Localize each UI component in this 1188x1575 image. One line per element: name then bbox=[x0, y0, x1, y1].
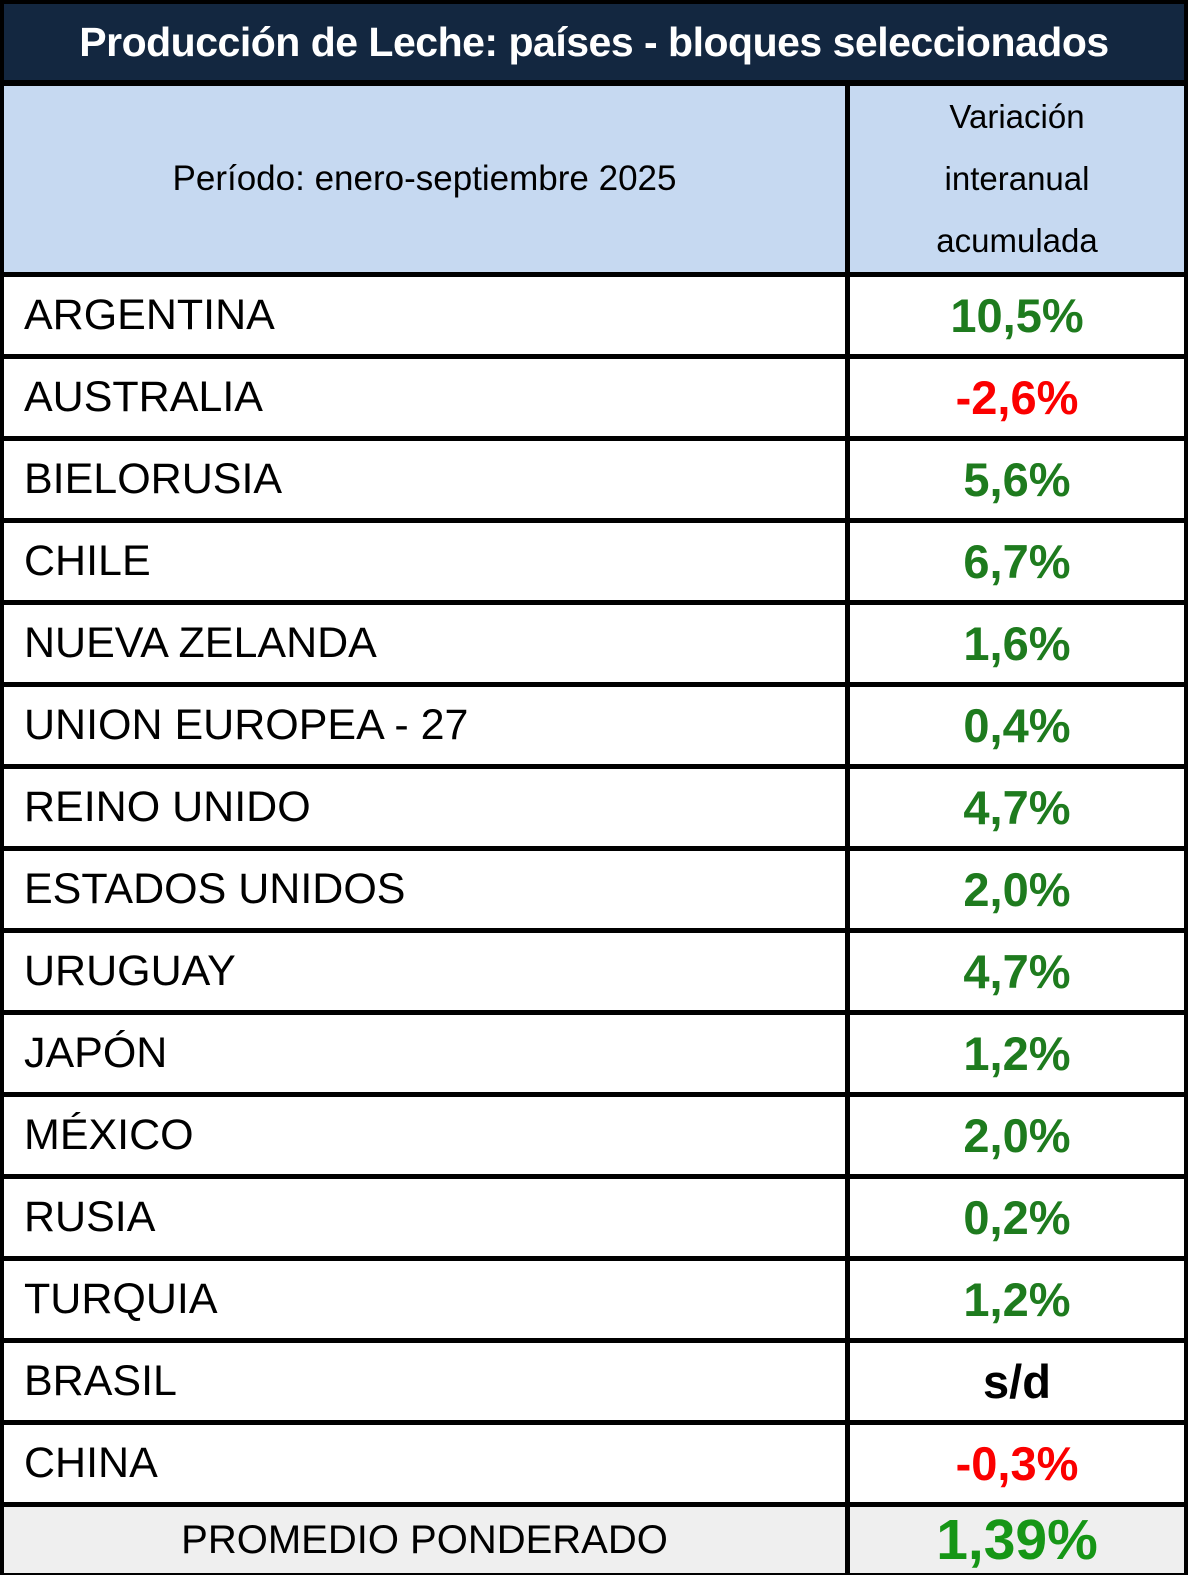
country-name: AUSTRALIA bbox=[4, 359, 850, 436]
variation-value: 2,0% bbox=[963, 1109, 1071, 1162]
variation-value: 4,7% bbox=[963, 945, 1071, 998]
country-name: JAPÓN bbox=[4, 1015, 850, 1092]
table-row-australia: AUSTRALIA -2,6% bbox=[4, 354, 1184, 436]
variation-value: 1,2% bbox=[963, 1273, 1071, 1326]
table-row-brasil: BRASIL s/d bbox=[4, 1338, 1184, 1420]
variation-value: 1,6% bbox=[963, 617, 1071, 670]
variation-header-line: Variación bbox=[949, 98, 1085, 135]
variation-value: 1,2% bbox=[963, 1027, 1071, 1080]
table-row-mexico: MÉXICO 2,0% bbox=[4, 1092, 1184, 1174]
country-name: ARGENTINA bbox=[4, 277, 850, 354]
country-name: URUGUAY bbox=[4, 933, 850, 1010]
country-name: BRASIL bbox=[4, 1343, 850, 1420]
variation-value: -0,3% bbox=[955, 1437, 1079, 1490]
variation-header-line: acumulada bbox=[936, 222, 1098, 259]
table-row-chile: CHILE 6,7% bbox=[4, 518, 1184, 600]
country-name: ESTADOS UNIDOS bbox=[4, 851, 850, 928]
country-name: NUEVA ZELANDA bbox=[4, 605, 850, 682]
variation-value: 5,6% bbox=[963, 453, 1071, 506]
table-title: Producción de Leche: países - bloques se… bbox=[4, 4, 1184, 86]
table-row-union-europea: UNION EUROPEA - 27 0,4% bbox=[4, 682, 1184, 764]
weighted-average-row: PROMEDIO PONDERADO 1,39% bbox=[4, 1502, 1184, 1573]
table-row-rusia: RUSIA 0,2% bbox=[4, 1174, 1184, 1256]
table-row-estados-unidos: ESTADOS UNIDOS 2,0% bbox=[4, 846, 1184, 928]
country-name: UNION EUROPEA - 27 bbox=[4, 687, 850, 764]
country-name: REINO UNIDO bbox=[4, 769, 850, 846]
table-row-japon: JAPÓN 1,2% bbox=[4, 1010, 1184, 1092]
variation-header: Variación interanual acumulada bbox=[850, 86, 1184, 272]
variation-value: -2,6% bbox=[955, 371, 1079, 424]
country-name: BIELORUSIA bbox=[4, 441, 850, 518]
table-row-uruguay: URUGUAY 4,7% bbox=[4, 928, 1184, 1010]
variation-value: 4,7% bbox=[963, 781, 1071, 834]
weighted-average-label: PROMEDIO PONDERADO bbox=[4, 1507, 850, 1573]
header-row: Período: enero-septiembre 2025 Variación… bbox=[4, 86, 1184, 272]
variation-header-line: interanual bbox=[944, 160, 1090, 197]
period-header: Período: enero-septiembre 2025 bbox=[4, 86, 850, 272]
variation-value: s/d bbox=[983, 1355, 1051, 1408]
country-name: CHILE bbox=[4, 523, 850, 600]
variation-value: 2,0% bbox=[963, 863, 1071, 916]
table-row-argentina: ARGENTINA 10,5% bbox=[4, 272, 1184, 354]
country-name: TURQUIA bbox=[4, 1261, 850, 1338]
table-row-china: CHINA -0,3% bbox=[4, 1420, 1184, 1502]
country-name: MÉXICO bbox=[4, 1097, 850, 1174]
table-row-nueva-zelanda: NUEVA ZELANDA 1,6% bbox=[4, 600, 1184, 682]
table-row-turquia: TURQUIA 1,2% bbox=[4, 1256, 1184, 1338]
variation-value: 10,5% bbox=[950, 289, 1084, 342]
country-name: CHINA bbox=[4, 1425, 850, 1502]
country-name: RUSIA bbox=[4, 1179, 850, 1256]
variation-value: 0,4% bbox=[963, 699, 1071, 752]
variation-value: 6,7% bbox=[963, 535, 1071, 588]
table-row-reino-unido: REINO UNIDO 4,7% bbox=[4, 764, 1184, 846]
table-row-bielorusia: BIELORUSIA 5,6% bbox=[4, 436, 1184, 518]
weighted-average-value: 1,39% bbox=[936, 1508, 1098, 1572]
variation-value: 0,2% bbox=[963, 1191, 1071, 1244]
